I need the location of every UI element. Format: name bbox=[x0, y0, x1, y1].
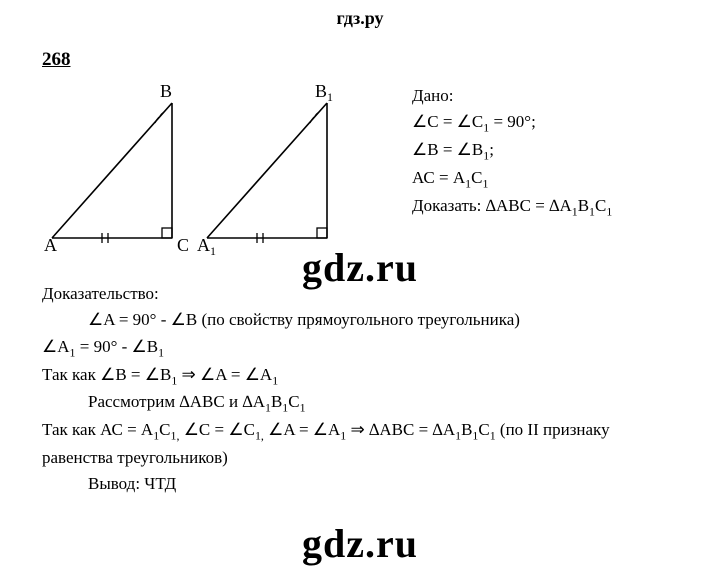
given-line-2: ∠B = ∠B1; bbox=[412, 137, 678, 165]
triangle-1: A B C bbox=[44, 83, 189, 255]
proof-line-4: Рассмотрим ∆ABC и ∆A1B1C1 bbox=[42, 389, 678, 417]
triangle-2: A1 B1 bbox=[197, 83, 333, 258]
proof-line-2: ∠A1 = 90° - ∠B1 bbox=[42, 334, 678, 362]
vertex-a-label: A bbox=[44, 235, 57, 255]
diagram: A B C A1 B1 bbox=[42, 83, 352, 263]
given-title: Дано: bbox=[412, 83, 678, 109]
proof-line-1: ∠A = 90° - ∠B (по свойству прямоугольног… bbox=[42, 307, 678, 333]
given-line-1: ∠C = ∠C1 = 90°; bbox=[412, 109, 678, 137]
given-block: Дано: ∠C = ∠C1 = 90°; ∠B = ∠B1; АС = A1C… bbox=[362, 83, 678, 263]
prove-line: Доказать: ∆ABC = ∆A1B1C1 bbox=[412, 193, 678, 221]
proof-line-3: Так как ∠B = ∠B1 ⇒ ∠A = ∠A1 bbox=[42, 362, 678, 390]
vertex-b-label: B bbox=[160, 83, 172, 101]
given-line-3: АС = A1C1 bbox=[412, 165, 678, 193]
problem-number: 268 bbox=[42, 49, 678, 71]
triangles-svg: A B C A1 B1 bbox=[42, 83, 352, 258]
vertex-b1-label: B1 bbox=[315, 83, 333, 104]
proof-line-5: Так как АС = A1C1, ∠C = ∠C1, ∠A = ∠A1 ⇒ … bbox=[42, 417, 678, 445]
proof-line-6: равенства треугольников) bbox=[42, 445, 678, 471]
conclusion: Вывод: ЧТД bbox=[42, 471, 678, 497]
proof-block: Доказательство: ∠A = 90° - ∠B (по свойст… bbox=[42, 281, 678, 498]
watermark-bottom: gdz.ru bbox=[302, 520, 418, 567]
site-header: гдз.ру bbox=[0, 0, 720, 29]
watermark-middle: gdz.ru bbox=[302, 244, 418, 291]
top-section: A B C A1 B1 bbox=[42, 83, 678, 263]
vertex-c-label: C bbox=[177, 235, 189, 255]
